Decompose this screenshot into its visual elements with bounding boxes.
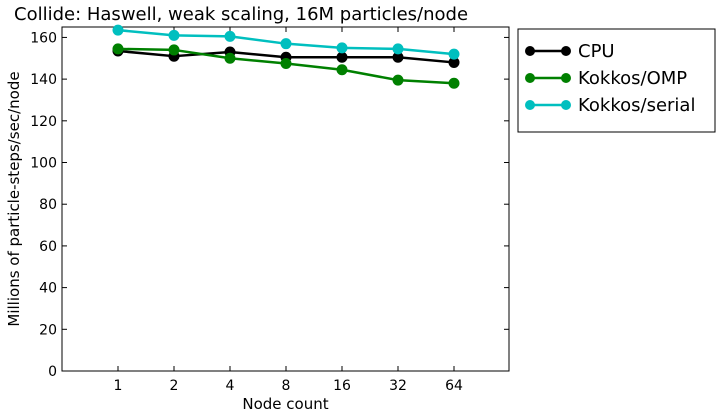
- y-tick-label: 160: [30, 30, 57, 46]
- x-tick-label: 1: [114, 378, 123, 394]
- legend-marker: [561, 73, 571, 83]
- data-point-kokkos-serial: [112, 24, 124, 36]
- data-point-kokkos-omp: [448, 77, 460, 89]
- x-tick-label: 2: [170, 378, 179, 394]
- data-point-kokkos-serial: [168, 29, 180, 41]
- legend-label: Kokkos/OMP: [578, 68, 687, 89]
- legend-marker: [525, 73, 535, 83]
- y-tick-label: 60: [39, 239, 57, 255]
- legend-item-cpu: CPU: [525, 41, 615, 62]
- chart-title: Collide: Haswell, weak scaling, 16M part…: [14, 4, 468, 25]
- y-tick-label: 40: [39, 281, 57, 297]
- series-layer: [112, 24, 460, 89]
- data-point-kokkos-serial: [224, 30, 236, 42]
- y-tick-label: 100: [30, 156, 57, 172]
- legend-item-kokkos-omp: Kokkos/OMP: [525, 68, 687, 89]
- data-point-kokkos-serial: [336, 42, 348, 54]
- legend-marker: [561, 46, 571, 56]
- legend-label: Kokkos/serial: [578, 95, 695, 116]
- plot-frame: [61, 26, 510, 372]
- data-point-kokkos-omp: [224, 52, 236, 64]
- data-point-kokkos-serial: [280, 38, 292, 50]
- data-point-kokkos-omp: [336, 64, 348, 76]
- legend-marker: [525, 100, 535, 110]
- data-point-kokkos-serial: [448, 48, 460, 60]
- x-axis: 1 2 4 8 16 32 64: [114, 27, 463, 394]
- y-axis-label: Millions of particle-steps/sec/node: [5, 71, 23, 326]
- legend-label: CPU: [578, 41, 615, 62]
- data-point-kokkos-omp: [112, 43, 124, 55]
- x-tick-label: 32: [389, 378, 407, 394]
- x-tick-label: 4: [226, 378, 235, 394]
- y-tick-label: 80: [39, 197, 57, 213]
- legend-marker: [525, 46, 535, 56]
- series-kokkos-omp: [112, 43, 460, 89]
- y-tick-label: 20: [39, 322, 57, 338]
- y-axis: 0 20 40 60 80 100 120 140 160: [30, 30, 509, 380]
- x-tick-label: 16: [333, 378, 351, 394]
- legend-item-kokkos-serial: Kokkos/serial: [525, 95, 695, 116]
- data-point-kokkos-omp: [392, 74, 404, 86]
- data-point-kokkos-omp: [168, 44, 180, 56]
- series-kokkos-serial: [112, 24, 460, 60]
- legend-marker: [561, 100, 571, 110]
- x-tick-label: 8: [282, 378, 291, 394]
- x-tick-label: 64: [445, 378, 463, 394]
- y-tick-label: 0: [48, 364, 57, 380]
- y-tick-label: 120: [30, 114, 57, 130]
- data-point-kokkos-serial: [392, 43, 404, 55]
- y-tick-label: 140: [30, 72, 57, 88]
- legend-frame: [517, 28, 716, 133]
- data-point-cpu: [336, 51, 348, 63]
- data-point-kokkos-omp: [280, 57, 292, 69]
- legend: CPU Kokkos/OMP Kokkos/serial: [517, 28, 716, 133]
- x-axis-label: Node count: [242, 395, 328, 413]
